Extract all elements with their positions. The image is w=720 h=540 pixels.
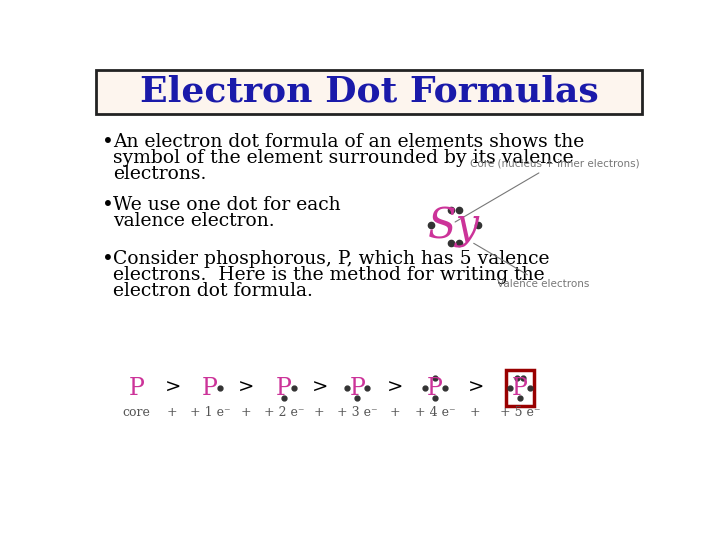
Text: + 5 e⁻: + 5 e⁻: [500, 406, 541, 420]
Text: +: +: [390, 406, 400, 420]
Text: valence electron.: valence electron.: [113, 212, 275, 230]
Text: We use one dot for each: We use one dot for each: [113, 195, 341, 214]
Text: •: •: [102, 195, 114, 215]
Text: Electron Dot Formulas: Electron Dot Formulas: [140, 75, 598, 109]
Text: electrons.  Here is the method for writing the: electrons. Here is the method for writin…: [113, 266, 545, 284]
Text: •: •: [102, 249, 114, 268]
Text: P: P: [202, 377, 218, 400]
Text: Sy: Sy: [428, 206, 480, 247]
Text: Core (nucleus + inner electrons): Core (nucleus + inner electrons): [455, 159, 639, 222]
Text: core: core: [122, 406, 150, 420]
Text: P: P: [512, 377, 528, 400]
Text: + 4 e⁻: + 4 e⁻: [415, 406, 455, 420]
Text: P: P: [276, 377, 292, 400]
Text: symbol of the element surrounded by its valence: symbol of the element surrounded by its …: [113, 148, 574, 167]
Text: •: •: [102, 132, 114, 152]
Text: + 3 e⁻: + 3 e⁻: [337, 406, 378, 420]
Text: electron dot formula.: electron dot formula.: [113, 282, 313, 300]
Text: + 1 e⁻: + 1 e⁻: [190, 406, 230, 420]
Text: >: >: [387, 379, 402, 397]
Text: Consider phosphorous, P, which has 5 valence: Consider phosphorous, P, which has 5 val…: [113, 249, 550, 268]
Text: +: +: [470, 406, 480, 420]
Text: +: +: [240, 406, 251, 420]
Text: P: P: [129, 377, 145, 400]
Text: >: >: [238, 379, 255, 397]
Text: P: P: [349, 377, 365, 400]
Text: An electron dot formula of an elements shows the: An electron dot formula of an elements s…: [113, 132, 585, 151]
Text: >: >: [165, 379, 181, 397]
Text: >: >: [312, 379, 328, 397]
FancyBboxPatch shape: [96, 70, 642, 114]
Text: >: >: [468, 379, 484, 397]
Text: P: P: [427, 377, 443, 400]
Text: +: +: [314, 406, 325, 420]
Text: Valence electrons: Valence electrons: [474, 244, 589, 289]
Text: + 2 e⁻: + 2 e⁻: [264, 406, 304, 420]
Text: electrons.: electrons.: [113, 165, 207, 183]
Text: +: +: [167, 406, 177, 420]
